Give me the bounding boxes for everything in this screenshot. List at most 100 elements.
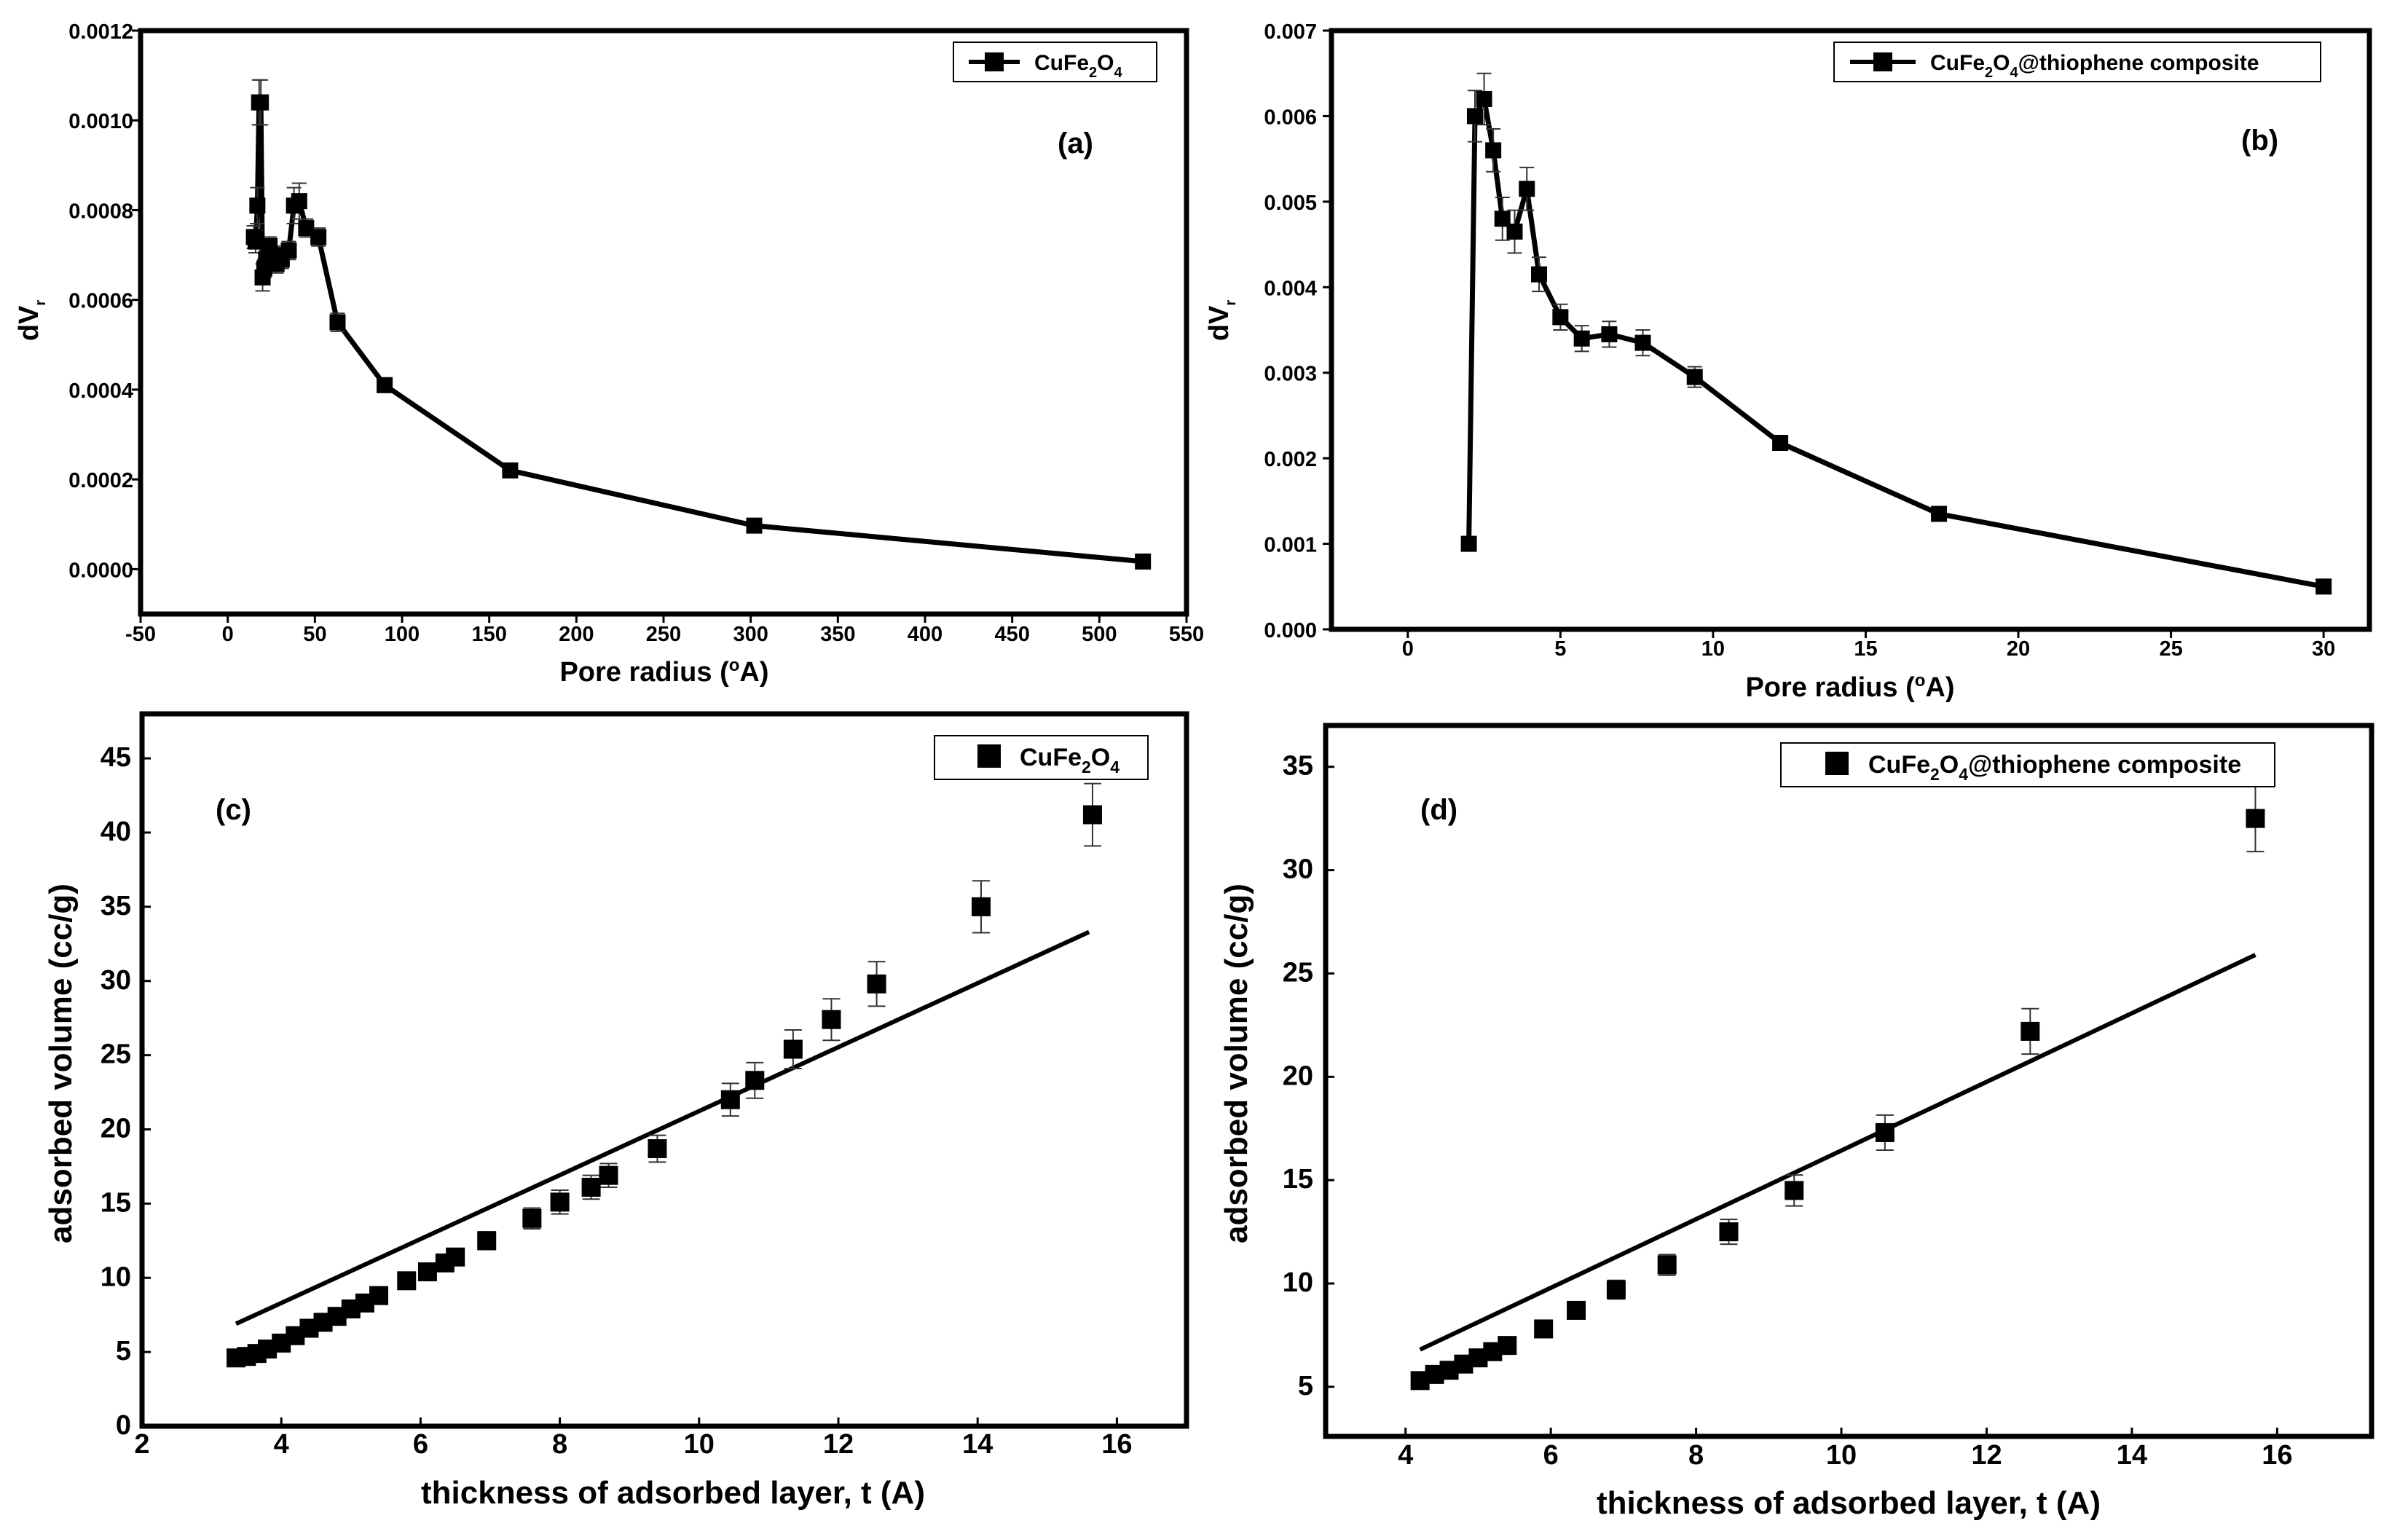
data-point — [377, 377, 393, 393]
x-tick-label: -50 — [125, 623, 156, 646]
series-line — [1466, 96, 2324, 589]
data-point — [745, 1071, 765, 1090]
data-point — [1601, 326, 1618, 342]
data-point — [1460, 535, 1477, 552]
data-point — [1875, 1122, 1894, 1142]
y-tick-label: 15 — [101, 1187, 131, 1218]
y-tick-label: 40 — [101, 817, 131, 847]
data-point — [249, 197, 266, 214]
data-point — [291, 193, 307, 210]
data-point — [550, 1192, 570, 1212]
plot-frame — [1323, 723, 2374, 1439]
data-point — [1772, 435, 1789, 452]
legend-label: CuFe2O4@thiophene composite — [1868, 751, 2241, 784]
data-point — [1534, 1319, 1554, 1339]
y-tick-label: 5 — [1298, 1371, 1313, 1401]
x-tick-label: 10 — [1701, 637, 1725, 661]
data-point — [1634, 334, 1651, 351]
y-tick-label: 25 — [101, 1039, 131, 1070]
data-point — [1785, 1181, 1804, 1200]
data-point — [522, 1208, 542, 1228]
data-point — [599, 1165, 618, 1185]
y-tick-label: 25 — [1283, 957, 1313, 988]
x-axis-title: Pore radius (oA) — [559, 656, 768, 688]
y-tick-label: 0.000 — [1264, 619, 1317, 642]
data-point — [2246, 809, 2265, 828]
x-tick-label: 10 — [684, 1429, 715, 1460]
y-tick-label: 5 — [116, 1336, 131, 1366]
legend-label: CuFe2O4 — [1034, 51, 1122, 81]
y-axis-title: adsorbed volume (cc/g) — [1219, 884, 1254, 1243]
x-tick-label: 14 — [2117, 1440, 2147, 1471]
x-tick-label: 2 — [134, 1429, 149, 1460]
linear-fit-line — [235, 929, 1090, 1326]
data-point — [581, 1177, 601, 1197]
chart-panel-a: -50 0 50 100 150 200 250 300 350 400 450 500 550 0.00… — [14, 20, 1204, 688]
data-point — [867, 974, 886, 994]
data-point — [2021, 1021, 2040, 1041]
y-tick-label: 35 — [1283, 751, 1313, 782]
plot-frame — [138, 28, 1189, 617]
panel-label: (c) — [216, 794, 251, 826]
x-tick-label: 100 — [385, 623, 420, 646]
y-tick-label: 20 — [101, 1114, 131, 1144]
y-tick-label: 0.0010 — [68, 110, 133, 133]
y-tick-label: 0.0012 — [68, 20, 133, 44]
data-point — [822, 1010, 841, 1029]
y-tick-label: 0.003 — [1264, 363, 1317, 386]
y-tick-label: 0.0002 — [68, 469, 133, 492]
x-tick-label: 12 — [1971, 1440, 2002, 1471]
x-tick-label: 200 — [559, 623, 594, 646]
data-point — [329, 314, 346, 331]
x-tick-label: 450 — [994, 623, 1029, 646]
y-tick-label: 0.0000 — [68, 559, 133, 582]
data-point — [1606, 1280, 1626, 1299]
y-tick-label: 0.0006 — [68, 290, 133, 313]
linear-fit-line — [1419, 953, 2256, 1352]
x-axis-title: Pore radius (oA) — [1745, 671, 1954, 703]
x-tick-label: 25 — [2159, 637, 2182, 661]
legend-marker — [1825, 752, 1849, 775]
x-tick-label: 8 — [1688, 1440, 1704, 1471]
data-point — [971, 897, 991, 916]
y-tick-label: 15 — [1283, 1164, 1313, 1195]
y-tick-label: 35 — [101, 891, 131, 921]
plot-frame — [1329, 28, 2372, 632]
y-axis-title: adsorbed volume (cc/g) — [43, 884, 79, 1243]
y-tick-label: 0.001 — [1264, 534, 1317, 557]
legend-box — [1833, 42, 2321, 82]
y-tick-label: 0 — [116, 1410, 131, 1441]
chart-panel-d: 4 6 8 10 12 14 16 5 10 15 20 25 30 35 adsorbed volume … — [1219, 723, 2374, 1521]
x-tick-label: 150 — [471, 623, 506, 646]
x-tick-label: 12 — [823, 1429, 854, 1460]
x-tick-label: 8 — [552, 1429, 567, 1460]
x-tick-label: 500 — [1082, 623, 1117, 646]
x-tick-label: 550 — [1169, 623, 1204, 646]
x-tick-label: 4 — [1398, 1440, 1413, 1471]
x-tick-label: 30 — [2312, 637, 2335, 661]
legend: CuFe2O4@thiophene composite — [1780, 742, 2275, 787]
y-tick-label: 0.005 — [1264, 192, 1317, 215]
legend-label: CuFe2O4 — [1020, 744, 1120, 776]
x-axis-title: thickness of adsorbed layer, t (A) — [421, 1475, 925, 1511]
data-point — [310, 229, 327, 245]
y-tick-label: 0.0004 — [68, 379, 133, 403]
y-tick-label: 0.007 — [1264, 20, 1317, 44]
data-point — [1719, 1222, 1739, 1242]
data-point — [477, 1231, 497, 1251]
data-point — [298, 220, 315, 237]
y-tick-label: 0.0008 — [68, 200, 133, 223]
x-tick-label: 16 — [1101, 1429, 1132, 1460]
y-tick-label: 45 — [101, 742, 131, 773]
data-point — [253, 94, 269, 111]
legend-marker — [1873, 52, 1892, 71]
data-point — [1657, 1255, 1677, 1275]
x-tick-label: 400 — [908, 623, 943, 646]
x-tick-label: 15 — [1854, 637, 1877, 661]
y-axis-title: dVr — [1204, 300, 1239, 342]
data-point — [1519, 181, 1535, 197]
y-tick-label: 30 — [101, 965, 131, 996]
data-point — [1531, 266, 1547, 283]
x-tick-label: 10 — [1826, 1440, 1857, 1471]
data-point — [1494, 211, 1511, 227]
